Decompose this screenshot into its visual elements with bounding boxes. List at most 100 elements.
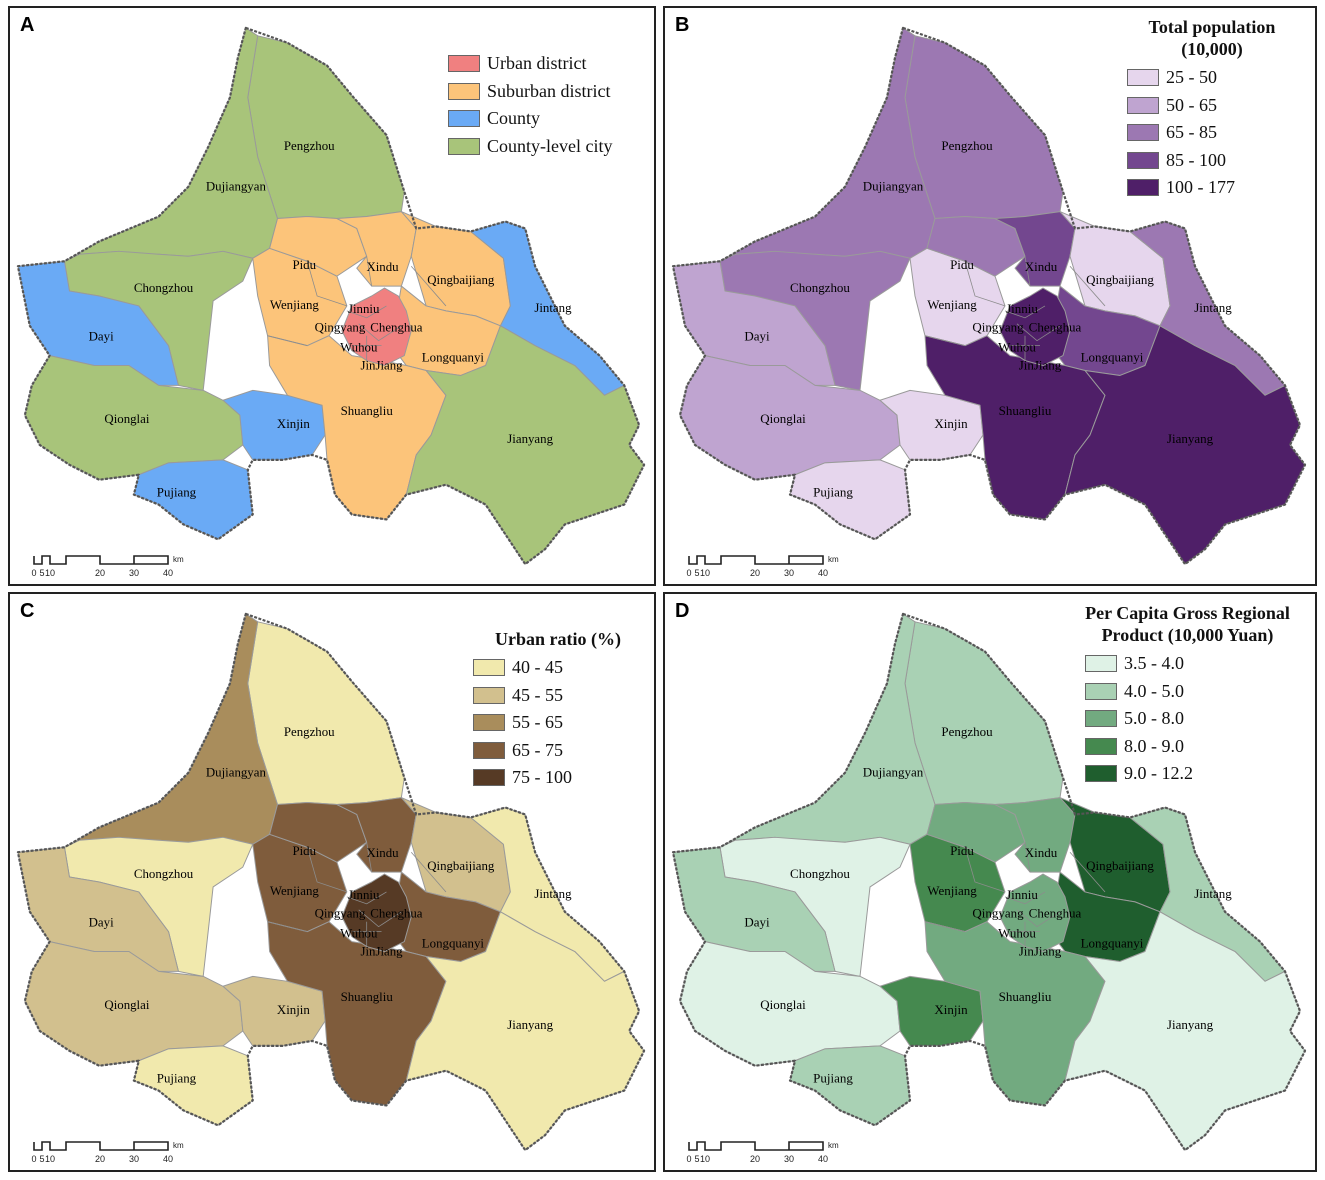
scale-tick-label: 5 bbox=[39, 568, 44, 578]
legend-swatch bbox=[473, 769, 505, 787]
place-label: Xinjin bbox=[277, 417, 310, 431]
place-label: Pidu bbox=[950, 843, 974, 858]
scale-tick-label: 20 bbox=[95, 568, 105, 578]
scale-tick-label: 5 bbox=[694, 568, 699, 578]
panel-b: Pengzhou Dujiangyan Pidu Xindu Qingbaijiang C… bbox=[663, 6, 1317, 586]
panel-letter: A bbox=[20, 14, 35, 36]
place-label: Wenjiang bbox=[270, 298, 320, 312]
place-label: Wuhou bbox=[340, 341, 378, 355]
legend-label: 9.0 - 12.2 bbox=[1124, 763, 1193, 784]
region-core bbox=[999, 287, 1071, 367]
place-label: Jianyang bbox=[1167, 431, 1214, 446]
place-label: Chenghua bbox=[1029, 320, 1082, 335]
district-boundary bbox=[964, 261, 1006, 307]
district-boundary bbox=[366, 842, 373, 873]
place-label: Qingyang bbox=[315, 321, 366, 335]
place-label: Longquanyi bbox=[1081, 350, 1144, 365]
place-label: Xindu bbox=[1025, 259, 1058, 274]
city-outline bbox=[671, 612, 1307, 1152]
district-boundary bbox=[358, 909, 402, 928]
legend-swatch bbox=[1127, 96, 1159, 114]
map-svg: Pengzhou Dujiangyan Pidu Xindu Qingbaijiang C… bbox=[16, 612, 646, 1152]
place-label: Qionglai bbox=[760, 411, 806, 426]
legend-item: 45 - 55 bbox=[473, 682, 643, 710]
legend-swatch bbox=[473, 686, 505, 704]
legend-swatch bbox=[473, 714, 505, 732]
region-core bbox=[999, 873, 1071, 953]
place-label: Pengzhou bbox=[941, 724, 993, 739]
legend-label: 8.0 - 9.0 bbox=[1124, 735, 1184, 756]
legend-label: 45 - 55 bbox=[512, 684, 563, 705]
legend-item: Urban district bbox=[448, 50, 648, 78]
legend-label: County-level city bbox=[487, 135, 613, 156]
place-label: Dujiangyan bbox=[863, 179, 924, 194]
legend: Per Capita Gross Regional Product (10,00… bbox=[1085, 602, 1310, 788]
legend-swatch bbox=[1127, 179, 1159, 197]
district-boundary bbox=[346, 891, 387, 905]
district-boundary bbox=[306, 261, 347, 307]
place-label: Longquanyi bbox=[422, 351, 485, 365]
map-svg: Pengzhou Dujiangyan Pidu Xindu Qingbaijiang C… bbox=[671, 612, 1307, 1152]
legend-label: 5.0 - 8.0 bbox=[1124, 708, 1184, 729]
place-label: Xindu bbox=[366, 260, 399, 274]
legend-label: 50 - 65 bbox=[1166, 94, 1217, 115]
district-boundary bbox=[1024, 842, 1031, 873]
place-label: Xinjin bbox=[934, 1002, 968, 1017]
legend-item: County bbox=[448, 105, 648, 133]
legend: Total population (10,000) 25 - 50 50 - 65 6… bbox=[1127, 16, 1312, 202]
district-boundary bbox=[1069, 851, 1106, 893]
place-label: Wenjiang bbox=[927, 297, 977, 312]
scale-tick-label: 10 bbox=[45, 568, 55, 578]
district-boundary bbox=[346, 305, 387, 319]
place-label: JinJiang bbox=[1019, 944, 1062, 959]
place-label: Chenghua bbox=[370, 321, 422, 335]
scale-tick-label: 30 bbox=[129, 568, 139, 578]
place-label: Pidu bbox=[950, 257, 974, 272]
legend-item: 75 - 100 bbox=[473, 764, 643, 792]
legend-label: County bbox=[487, 108, 541, 129]
legend-label: 100 - 177 bbox=[1166, 177, 1235, 198]
place-label: Wuhou bbox=[998, 926, 1036, 941]
legend-swatch bbox=[1085, 737, 1117, 755]
scale-tick-label: 10 bbox=[700, 568, 710, 578]
place-label: Qingbaijiang bbox=[1086, 272, 1154, 287]
scale-tick-label: 10 bbox=[700, 1154, 710, 1164]
place-label: Xinjin bbox=[277, 1003, 310, 1017]
place-label: Dayi bbox=[744, 915, 770, 930]
legend-item: 9.0 - 12.2 bbox=[1085, 760, 1310, 788]
legend-item: 55 - 65 bbox=[473, 709, 643, 737]
scale-bar: 0 5 10 20 30 40 km bbox=[685, 1136, 855, 1166]
scale-tick-label: 5 bbox=[39, 1154, 44, 1164]
district-boundary bbox=[366, 256, 373, 287]
district-boundary bbox=[267, 335, 308, 347]
place-label: Jintang bbox=[1194, 300, 1232, 315]
legend-item: 25 - 50 bbox=[1127, 64, 1312, 92]
place-label: Shuangliu bbox=[999, 403, 1052, 418]
place-label: Qionglai bbox=[760, 997, 806, 1012]
place-label: Jintang bbox=[534, 887, 572, 901]
place-label: Qingbaijiang bbox=[427, 859, 495, 873]
legend: Urban district Suburban district County Cou… bbox=[448, 50, 648, 160]
legend-swatch bbox=[448, 82, 480, 100]
district-boundary bbox=[1016, 323, 1061, 342]
scale-tick-label: 0 bbox=[686, 568, 691, 578]
place-label: Dujiangyan bbox=[863, 765, 924, 780]
scale-bar: 0 5 10 20 30 40 km bbox=[30, 550, 200, 580]
scale-bar: 0 5 10 20 30 40 km bbox=[685, 550, 855, 580]
region-jianyang bbox=[1064, 325, 1306, 565]
legend-item: 85 - 100 bbox=[1127, 147, 1312, 175]
legend-item: 50 - 65 bbox=[1127, 92, 1312, 120]
region-jianyang bbox=[405, 325, 645, 565]
scale-unit: km bbox=[828, 1141, 839, 1150]
legend-swatch bbox=[1127, 124, 1159, 142]
legend-label: 65 - 75 bbox=[512, 739, 563, 760]
panel-letter: B bbox=[675, 14, 690, 36]
scale-unit: km bbox=[173, 555, 184, 564]
scale-tick-label: 30 bbox=[129, 1154, 139, 1164]
region-jianyang bbox=[1064, 911, 1306, 1151]
legend-label: 85 - 100 bbox=[1166, 149, 1226, 170]
map-svg: Pengzhou Dujiangyan Pidu Xindu Qingbaijiang C… bbox=[671, 26, 1307, 566]
legend-swatch bbox=[448, 110, 480, 128]
scale-tick-label: 0 bbox=[686, 1154, 691, 1164]
district-boundary bbox=[1004, 891, 1046, 905]
